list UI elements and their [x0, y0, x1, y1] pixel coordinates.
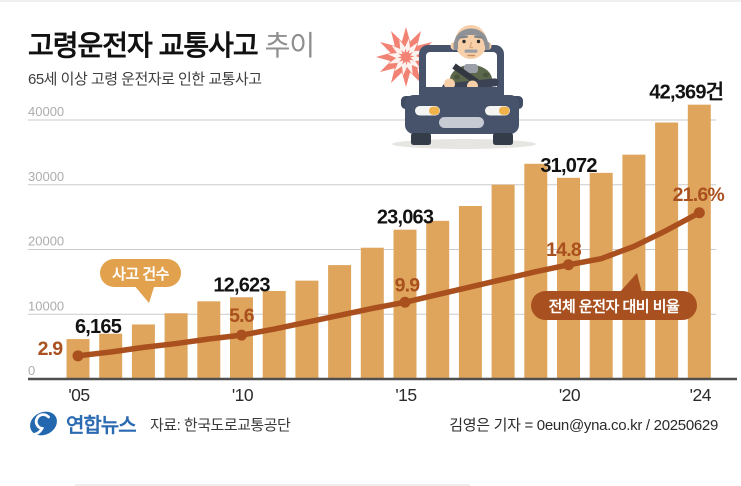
page-subtitle: 65세 이상 고령 운전자로 인한 교통사고	[28, 71, 262, 88]
bar-2012	[295, 280, 319, 379]
car-hood	[405, 95, 519, 134]
x-tick-label: '15	[395, 385, 416, 405]
trend-point	[72, 350, 84, 362]
bar-2016	[426, 220, 450, 379]
ratio-value-label: 5.6	[229, 305, 255, 327]
bar-2011	[262, 290, 286, 379]
x-tick-label: '20	[559, 385, 581, 405]
trend-line	[75, 210, 703, 359]
trend-point	[693, 207, 705, 219]
bar-2022	[622, 154, 646, 379]
sideburn	[453, 42, 458, 50]
elderly-driver-car-illustration	[376, 25, 536, 149]
reporter-credit: 김영은 기자 = 0eun@yna.co.kr / 20250629	[449, 417, 718, 434]
bar-value-label: 31,072	[540, 155, 597, 177]
car-cabin	[419, 25, 504, 97]
page-title: 고령운전자 교통사고 추이	[28, 24, 316, 64]
yonhap-logo-text: 연합뉴스	[66, 415, 137, 437]
elderly-driver	[442, 25, 499, 95]
driver-hair	[454, 28, 488, 46]
bar-2021	[589, 172, 613, 379]
title-suffix: 추이	[264, 30, 316, 61]
eyebrow	[474, 35, 483, 39]
camo-dot	[483, 72, 489, 78]
trend-point	[563, 259, 574, 271]
bar-value-label: 23,063	[377, 207, 434, 229]
legend-badge-accidents-label: 사고 건수	[112, 266, 170, 283]
y-tick-label: 20000	[28, 234, 64, 249]
bar-value-label: 6,165	[75, 316, 122, 338]
title-main: 고령운전자 교통사고	[28, 30, 259, 61]
bar-2013	[328, 265, 352, 379]
driver-hand	[444, 78, 455, 90]
y-tick-label: 10000	[28, 298, 64, 313]
trend-point	[236, 329, 247, 341]
wheel-right	[493, 133, 513, 145]
eyebrow	[459, 35, 468, 39]
bar-2007	[131, 324, 155, 379]
legend-badge-ratio-tail	[619, 273, 642, 293]
headlight-right-amber	[499, 106, 510, 115]
car-front	[401, 87, 523, 145]
bottom-faint-line	[75, 484, 470, 486]
legend-badge-accidents-tail	[133, 284, 155, 303]
x-tick-label: '05	[68, 385, 89, 405]
ratio-value-label: 21.6%	[673, 184, 725, 206]
legend-badge-accidents	[100, 259, 181, 287]
bar-value-label: 12,623	[213, 274, 270, 296]
crash-burst-icon	[376, 27, 436, 87]
y-tick-label: 30000	[28, 169, 64, 184]
yonhap-logo: 연합뉴스	[28, 408, 137, 439]
grille	[439, 117, 484, 128]
legend-badge-ratio-label: 전체 운전자 대비 비율	[549, 299, 680, 316]
x-tick-label: '10	[232, 385, 254, 405]
trend-point	[399, 296, 411, 308]
bar-2017	[458, 206, 482, 379]
ratio-value-label: 2.9	[38, 338, 64, 360]
mustache	[464, 49, 478, 53]
source-text: 자료: 한국도로교통공단	[150, 417, 291, 434]
accidents-combo-chart: 0 10000 20000 30000 40000 '05 '10 '15 '20 '24 사고 건…	[28, 81, 737, 405]
ratio-value-label: 14.8	[546, 239, 582, 261]
bar-2023	[655, 122, 679, 379]
bar-2006	[99, 333, 123, 379]
yonhap-logo-icon	[30, 411, 57, 436]
bar-2024	[687, 104, 711, 379]
eye	[476, 39, 481, 44]
sideburn	[485, 42, 490, 50]
ratio-value-label: 9.9	[395, 274, 421, 296]
bar-value-label: 42,369건	[649, 81, 723, 104]
legend-badge-ratio	[531, 291, 697, 320]
headlight-left-amber	[429, 106, 440, 115]
x-tick-label: '24	[690, 385, 712, 405]
y-tick-label: 0	[28, 363, 35, 378]
camo-dot	[454, 74, 460, 80]
nose	[469, 41, 473, 49]
bar-2020	[557, 177, 580, 379]
eye	[462, 39, 466, 44]
bar-2014	[360, 247, 384, 379]
wheel-left	[411, 133, 431, 145]
y-tick-label: 40000	[28, 104, 64, 119]
driver-shirt	[464, 64, 478, 73]
